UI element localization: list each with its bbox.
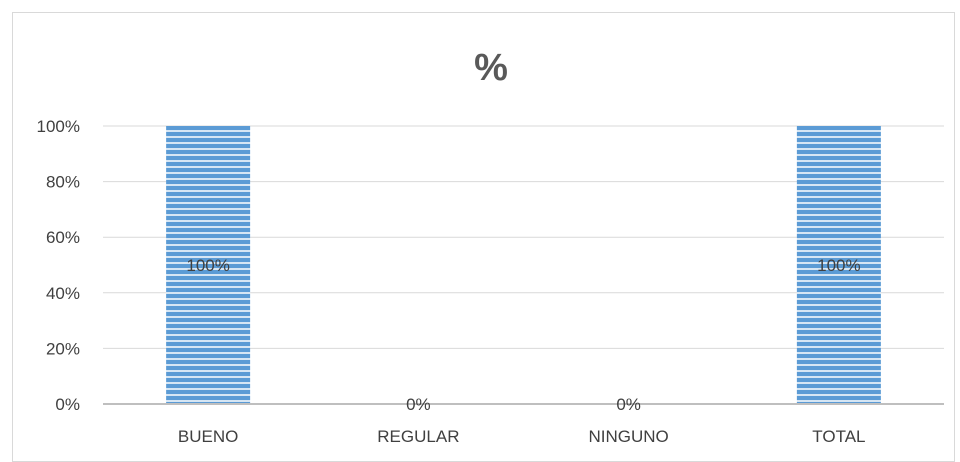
data-labels: 100% 0% 0% 100%: [186, 256, 860, 414]
y-tick-label: 100%: [37, 117, 80, 136]
bar: [796, 126, 881, 404]
y-axis-ticks: 0% 20% 40% 60% 80% 100%: [37, 117, 80, 414]
y-tick-label: 0%: [55, 395, 80, 414]
x-category-label: REGULAR: [377, 427, 459, 446]
bars: [166, 126, 881, 404]
x-axis-categories: BUENO REGULAR NINGUNO TOTAL: [178, 427, 866, 446]
x-category-label: BUENO: [178, 427, 238, 446]
y-tick-label: 60%: [46, 228, 80, 247]
chart-title: %: [474, 47, 508, 89]
data-label: 0%: [616, 395, 641, 414]
y-tick-label: 80%: [46, 173, 80, 192]
y-tick-label: 40%: [46, 284, 80, 303]
data-label: 0%: [406, 395, 431, 414]
y-tick-label: 20%: [46, 339, 80, 358]
data-label: 100%: [817, 256, 860, 275]
bar: [166, 126, 251, 404]
x-category-label: NINGUNO: [588, 427, 668, 446]
data-label: 100%: [186, 256, 229, 275]
x-category-label: TOTAL: [812, 427, 865, 446]
